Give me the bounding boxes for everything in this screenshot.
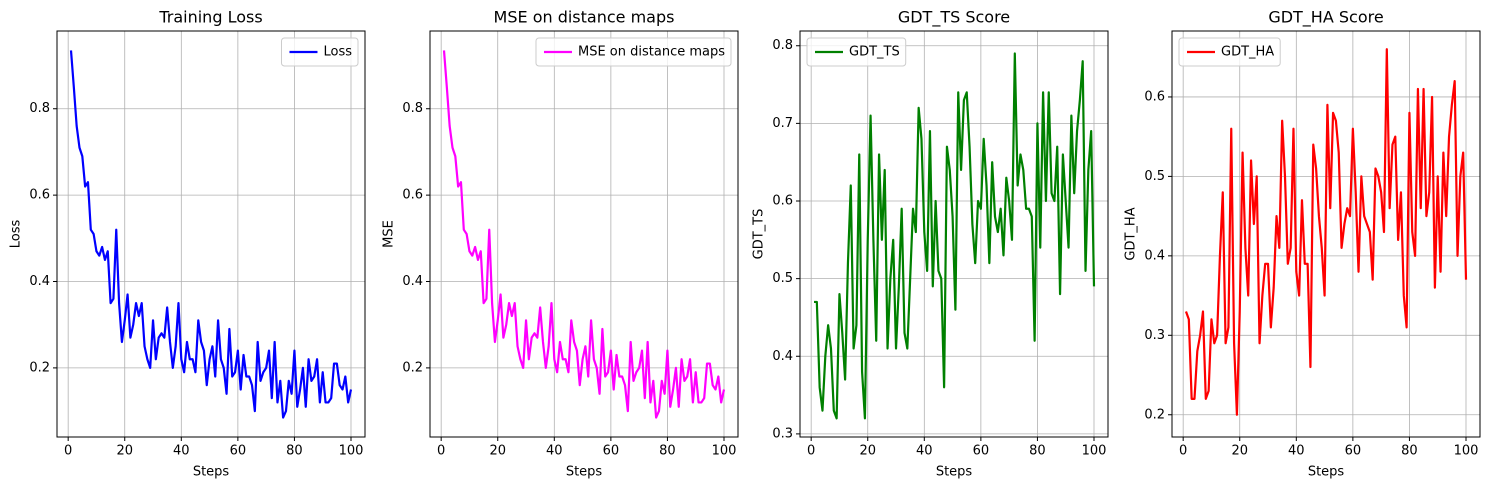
y-axis-label: GDT_TS xyxy=(752,209,767,260)
x-tick-label: 100 xyxy=(712,444,737,459)
legend-box xyxy=(806,37,907,67)
legend: GDT_HA xyxy=(1178,37,1281,67)
legend: Loss xyxy=(280,37,359,67)
x-tick-label: 100 xyxy=(1454,444,1479,459)
axes-frame xyxy=(799,30,1109,438)
data-line xyxy=(1184,48,1468,416)
y-tick-label: 0.3 xyxy=(772,426,793,441)
x-tick-label: 80 xyxy=(286,444,303,459)
x-tick-label: 20 xyxy=(489,444,506,459)
x-tick-label: 40 xyxy=(173,444,190,459)
y-tick-label: 0.2 xyxy=(29,360,50,375)
x-tick-label: 60 xyxy=(230,444,247,459)
data-line xyxy=(814,52,1096,420)
axes-frame xyxy=(1171,30,1481,438)
y-tick-label: 0.6 xyxy=(1144,89,1165,104)
x-axis-label: Steps xyxy=(1308,465,1345,480)
x-tick-label: 100 xyxy=(339,444,364,459)
y-tick-label: 0.4 xyxy=(402,274,423,289)
chart-title: GDT_TS Score xyxy=(898,8,1010,28)
y-axis-label: Loss xyxy=(9,220,24,249)
legend-label: Loss xyxy=(323,45,352,60)
x-tick-label: 0 xyxy=(64,444,72,459)
x-tick-label: 0 xyxy=(437,444,445,459)
y-tick-label: 0.5 xyxy=(772,271,793,286)
x-tick-label: 0 xyxy=(807,444,815,459)
x-tick-label: 20 xyxy=(859,444,876,459)
y-tick-label: 0.6 xyxy=(402,188,423,203)
x-tick-label: 20 xyxy=(116,444,133,459)
x-tick-label: 80 xyxy=(1401,444,1418,459)
x-tick-label: 0 xyxy=(1179,444,1187,459)
legend: GDT_TS xyxy=(806,37,907,67)
x-tick-label: 40 xyxy=(916,444,933,459)
x-axis-label: Steps xyxy=(193,465,230,480)
chart-title: Training Loss xyxy=(158,8,262,27)
y-tick-label: 0.6 xyxy=(29,188,50,203)
axes-frame xyxy=(56,30,366,438)
y-tick-label: 0.3 xyxy=(1144,328,1165,343)
legend-box xyxy=(1178,37,1281,67)
x-tick-label: 20 xyxy=(1231,444,1248,459)
y-tick-label: 0.2 xyxy=(402,360,423,375)
legend-label: GDT_HA xyxy=(1221,45,1274,60)
axes-frame xyxy=(429,30,739,438)
y-tick-label: 0.7 xyxy=(772,116,793,131)
x-tick-label: 60 xyxy=(603,444,620,459)
y-tick-label: 0.8 xyxy=(772,38,793,53)
data-line xyxy=(442,50,726,419)
x-axis-label: Steps xyxy=(936,465,973,480)
y-tick-label: 0.8 xyxy=(29,101,50,116)
data-line xyxy=(69,50,353,419)
x-tick-label: 40 xyxy=(546,444,563,459)
legend-box xyxy=(535,37,732,67)
y-tick-label: 0.2 xyxy=(1144,407,1165,422)
y-axis-label: MSE xyxy=(382,220,397,248)
y-tick-label: 0.4 xyxy=(772,349,793,364)
legend-label: MSE on distance maps xyxy=(578,45,725,60)
y-tick-label: 0.4 xyxy=(1144,248,1165,263)
y-tick-label: 0.4 xyxy=(29,274,50,289)
legend-box xyxy=(280,37,359,67)
y-tick-label: 0.8 xyxy=(402,101,423,116)
x-tick-label: 100 xyxy=(1082,444,1107,459)
x-tick-label: 80 xyxy=(1029,444,1046,459)
x-tick-label: 80 xyxy=(659,444,676,459)
x-tick-label: 60 xyxy=(1345,444,1362,459)
y-tick-label: 0.6 xyxy=(772,194,793,209)
x-tick-label: 60 xyxy=(973,444,990,459)
legend: MSE on distance maps xyxy=(535,37,732,67)
x-axis-label: Steps xyxy=(566,465,603,480)
y-tick-label: 0.5 xyxy=(1144,169,1165,184)
y-axis-label: GDT_HA xyxy=(1124,207,1139,260)
chart-title: GDT_HA Score xyxy=(1268,8,1383,28)
x-tick-label: 40 xyxy=(1288,444,1305,459)
legend-label: GDT_TS xyxy=(849,45,900,60)
chart-title: MSE on distance maps xyxy=(494,8,675,27)
